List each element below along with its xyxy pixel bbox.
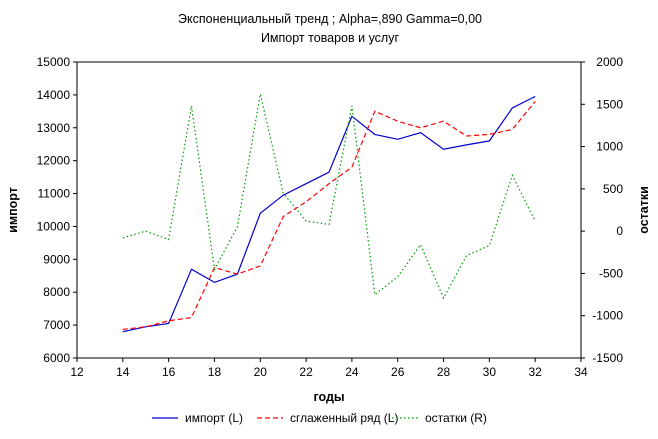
y-right-tick-label: -1500 — [592, 351, 623, 365]
x-tick-label: 14 — [116, 365, 130, 379]
series-line-2 — [122, 101, 536, 330]
series-line-3 — [122, 93, 536, 300]
x-tick-label: 26 — [391, 365, 405, 379]
y-left-tick-label: 7000 — [43, 318, 70, 332]
x-tick-label: 20 — [254, 365, 268, 379]
y-left-tick-label: 10000 — [37, 219, 71, 233]
y-right-tick-label: 2000 — [596, 55, 623, 69]
y-axis-left-label: импорт — [6, 187, 20, 233]
series-line-1 — [122, 95, 536, 333]
x-tick-label: 22 — [299, 365, 313, 379]
legend-label-1: импорт (L) — [185, 411, 243, 425]
y-left-tick-label: 6000 — [43, 351, 70, 365]
x-tick-label: 16 — [162, 365, 176, 379]
y-left-tick-label: 14000 — [37, 88, 71, 102]
x-tick-label: 18 — [208, 365, 222, 379]
y-right-tick-label: -1000 — [592, 309, 623, 323]
y-axis-right-label: остатки — [637, 186, 651, 234]
y-right-tick-label: 500 — [603, 182, 623, 196]
y-right-tick-label: 1000 — [596, 140, 623, 154]
x-tick-label: 12 — [70, 365, 84, 379]
y-left-tick-label: 9000 — [43, 252, 70, 266]
x-axis-label: годы — [313, 390, 344, 404]
legend-label-2: сглаженный ряд (L) — [290, 411, 398, 425]
y-left-tick-label: 11000 — [38, 187, 71, 201]
chart-title: Экспоненциальный тренд ; Alpha=,890 Gamm… — [178, 12, 482, 26]
x-tick-label: 34 — [574, 365, 588, 379]
y-left-tick-label: 15000 — [37, 55, 71, 69]
y-axis-left: 6000 7000 8000 9000 10000 11000 12000 13000 1400… — [37, 55, 77, 365]
y-left-tick-label: 13000 — [37, 121, 71, 135]
x-axis: 12 14 16 18 20 22 24 26 28 30 32 34 — [70, 358, 588, 379]
y-right-tick-label: -500 — [599, 266, 623, 280]
x-tick-label: 30 — [483, 365, 497, 379]
legend: импорт (L) сглаженный ряд (L) остатки (R) — [152, 411, 487, 425]
plot-area — [76, 61, 582, 359]
y-axis-right: -1500 -1000 -500 0 500 1000 1500 2000 — [581, 55, 623, 365]
x-tick-label: 28 — [437, 365, 451, 379]
y-left-tick-label: 8000 — [43, 285, 70, 299]
chart-subtitle: Импорт товаров и услуг — [261, 31, 400, 45]
y-right-tick-label: 0 — [616, 224, 623, 238]
x-tick-label: 32 — [529, 365, 543, 379]
y-right-tick-label: 1500 — [596, 97, 623, 111]
y-left-tick-label: 12000 — [37, 154, 71, 168]
legend-label-3: остатки (R) — [425, 411, 487, 425]
series-group — [122, 93, 536, 333]
x-tick-label: 24 — [345, 365, 359, 379]
